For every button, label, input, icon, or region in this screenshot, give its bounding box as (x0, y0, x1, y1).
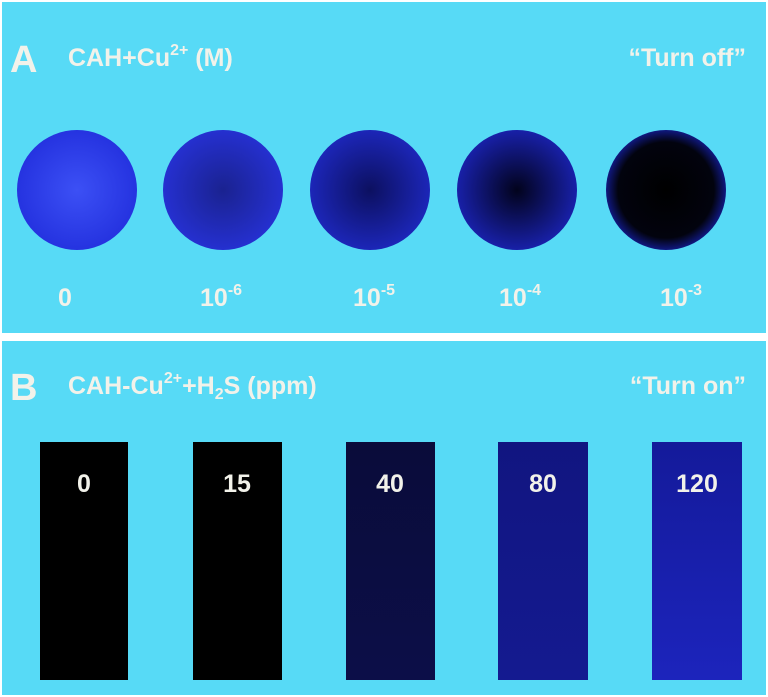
label-base: 10 (499, 284, 527, 312)
sample-strip (652, 442, 742, 680)
panel-b: B CAH-Cu2++H2S (ppm) “Turn on” 0 15 40 8… (2, 341, 766, 695)
sample-label: 15 (223, 470, 251, 498)
label-base: 10 (660, 284, 688, 312)
sample-label: 40 (376, 470, 404, 498)
sample-disc (163, 130, 283, 250)
panel-label: B (10, 367, 37, 409)
panel-title: CAH-Cu2++H2S (ppm) (68, 370, 317, 403)
label-exp: -5 (381, 282, 395, 299)
sample-label: 80 (529, 470, 557, 498)
label-base: 0 (58, 284, 72, 312)
label-exp: -3 (688, 282, 702, 299)
panel-note: “Turn off” (628, 44, 746, 72)
panel-label: A (10, 39, 37, 81)
sample-disc (606, 130, 726, 250)
sample-label: 10-6 (200, 282, 242, 312)
sample-label: 10-3 (660, 282, 702, 312)
sample-disc (457, 130, 577, 250)
sample-label: 10-5 (353, 282, 395, 312)
sample-strip (40, 442, 128, 680)
label-exp: -6 (228, 282, 242, 299)
title-sup: 2+ (164, 370, 182, 387)
title-part: CAH+Cu (68, 44, 170, 72)
sample-disc (310, 130, 430, 250)
sample-label: 0 (58, 284, 72, 312)
sample-strip (193, 442, 282, 680)
label-exp: -4 (527, 282, 541, 299)
title-part: S (ppm) (224, 372, 317, 400)
sample-strip (346, 442, 435, 680)
sample-label: 10-4 (499, 282, 541, 312)
title-part: (M) (188, 44, 232, 72)
label-base: 10 (200, 284, 228, 312)
title-sup: 2+ (170, 42, 188, 59)
panel-title: CAH+Cu2+ (M) (68, 42, 233, 72)
sample-strip (498, 442, 588, 680)
title-sub: 2 (215, 386, 224, 403)
panel-note: “Turn on” (630, 372, 746, 400)
title-part: +H (182, 372, 215, 400)
sample-disc (17, 130, 137, 250)
label-base: 10 (353, 284, 381, 312)
title-part: CAH-Cu (68, 372, 164, 400)
panel-a: A CAH+Cu2+ (M) “Turn off” 0 10-6 10-5 10… (2, 2, 766, 333)
sample-label: 120 (676, 470, 718, 498)
sample-label: 0 (77, 470, 91, 498)
